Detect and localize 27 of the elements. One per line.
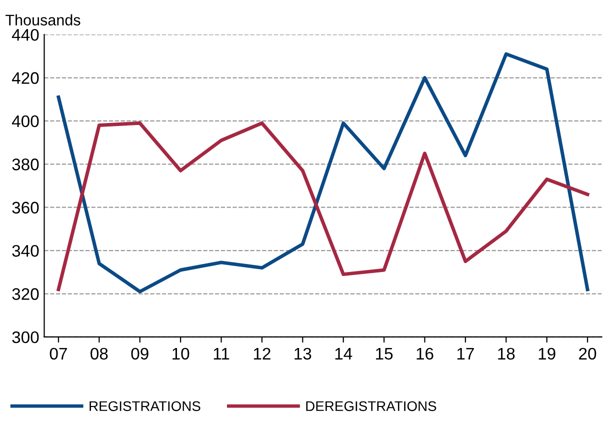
x-tick-label: 14	[335, 348, 352, 360]
x-tick-label: 08	[90, 348, 108, 360]
y-tick-label: 380	[12, 158, 39, 170]
y-tick-label: 400	[12, 115, 39, 128]
x-tick-label: 15	[376, 348, 393, 360]
x-tick-label: 13	[294, 348, 312, 360]
x-tick-label: 12	[254, 348, 270, 360]
legend-label: DEREGISTRATIONS	[306, 401, 436, 412]
x-tick-label: 18	[498, 348, 515, 360]
line-series	[56, 52, 590, 294]
y-tick-label: 440	[12, 28, 39, 41]
x-tick-label: 07	[50, 348, 67, 360]
x-tick-label: 09	[131, 348, 148, 360]
y-tick-label: 340	[12, 244, 39, 257]
y-axis-title: Thousands	[6, 14, 80, 26]
x-tick-label: 20	[579, 348, 596, 360]
x-tick-label: 10	[172, 348, 190, 360]
x-tick-label: 16	[416, 348, 434, 360]
y-tick-label: 300	[12, 331, 39, 344]
legend-label: REGISTRATIONS	[90, 401, 200, 412]
y-tick-label: 320	[12, 288, 39, 300]
x-tick-label: 17	[457, 348, 474, 360]
line-series	[56, 121, 590, 292]
x-tick-label: 11	[214, 348, 230, 360]
x-tick-label: 19	[538, 348, 556, 360]
y-tick-label: 420	[12, 72, 39, 84]
y-tick-label: 360	[12, 202, 39, 214]
